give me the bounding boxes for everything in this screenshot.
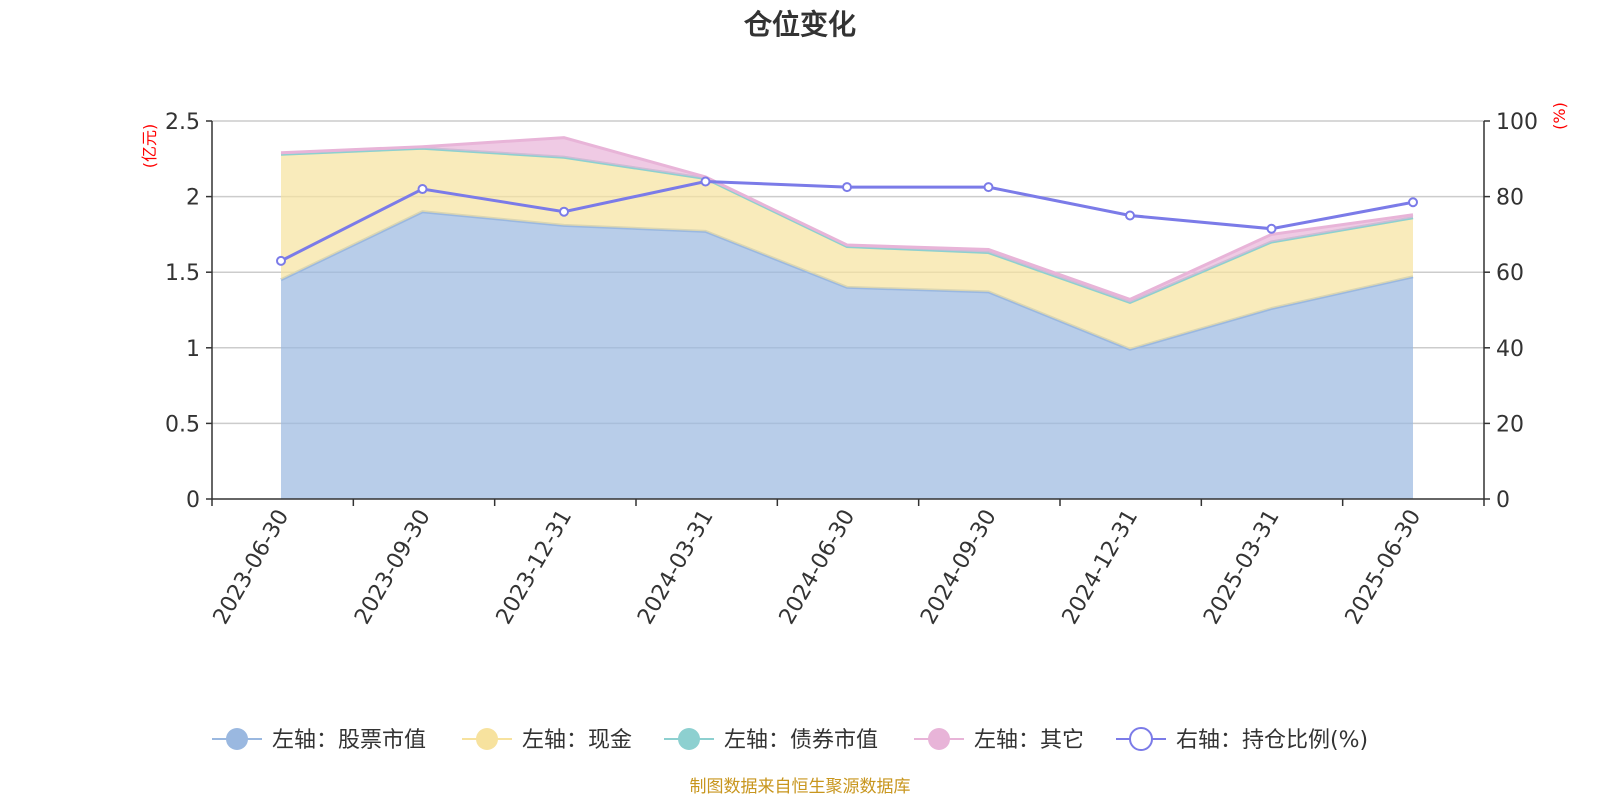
x-tick-label-0: 2023-06-30 xyxy=(209,506,295,629)
legend-label-3: 左轴：其它 xyxy=(974,728,1084,753)
ratio-point-0 xyxy=(276,255,286,266)
ratio-point-6 xyxy=(1125,210,1135,221)
legend-item-4: 右轴：持仓比例(%) xyxy=(1116,727,1368,753)
legend-marker-2 xyxy=(678,728,700,750)
legend-label-0: 左轴：股票市值 xyxy=(272,728,426,753)
ratio-point-2 xyxy=(559,206,569,217)
area-series-1 xyxy=(281,148,1413,350)
ratio-line xyxy=(276,176,1418,266)
legend: 左轴：股票市值 左轴：现金 左轴：债券市值 左轴：其它 右轴：持仓比例(%) xyxy=(212,727,1368,753)
ratio-point-5 xyxy=(983,182,994,193)
right-tick-label-1: 20 xyxy=(1496,412,1524,437)
ratio-point-7 xyxy=(1266,223,1277,234)
area-edge-series-3 xyxy=(280,136,1414,302)
left-axis-unit: (亿元) xyxy=(140,124,159,169)
x-tick-label-1: 2023-09-30 xyxy=(350,506,436,629)
legend-label-2: 左轴：债券市值 xyxy=(724,728,878,753)
x-tick-label-4: 2024-06-30 xyxy=(775,506,861,629)
x-tick-label-7: 2025-03-31 xyxy=(1199,506,1285,629)
ratio-point-8 xyxy=(1408,197,1418,208)
legend-item-1: 左轴：现金 xyxy=(462,728,632,753)
legend-item-2: 左轴：债券市值 xyxy=(664,728,878,753)
right-tick-label-0: 0 xyxy=(1496,488,1510,513)
legend-label-1: 左轴：现金 xyxy=(522,728,632,753)
legend-item-3: 左轴：其它 xyxy=(914,728,1084,753)
legend-marker-1 xyxy=(476,728,498,750)
legend-marker-4 xyxy=(1129,727,1153,751)
source-note: 制图数据来自恒生聚源数据库 xyxy=(690,777,911,797)
right-axis-unit: (%) xyxy=(1550,102,1569,130)
x-tick-label-8: 2025-06-30 xyxy=(1341,506,1427,629)
stacked-areas xyxy=(280,136,1414,499)
legend-marker-3 xyxy=(928,728,950,750)
x-tick-label-5: 2024-09-30 xyxy=(916,506,1002,629)
left-tick-label-5: 2.5 xyxy=(165,110,200,135)
x-tick-label-3: 2024-03-31 xyxy=(633,506,719,629)
right-tick-label-4: 80 xyxy=(1496,186,1524,211)
left-tick-label-3: 1.5 xyxy=(165,261,200,286)
ratio-point-1 xyxy=(417,184,428,195)
left-tick-label-4: 2 xyxy=(186,186,200,211)
left-tick-label-0: 0 xyxy=(186,488,200,513)
ratio-point-4 xyxy=(842,182,852,193)
area-series-0 xyxy=(281,211,1413,499)
chart-title: 仓位变化 xyxy=(744,8,856,41)
legend-marker-0 xyxy=(226,728,248,750)
legend-label-4: 右轴：持仓比例(%) xyxy=(1176,728,1368,753)
x-tick-label-2: 2023-12-31 xyxy=(492,506,578,629)
left-tick-label-2: 1 xyxy=(186,337,200,362)
ratio-point-3 xyxy=(700,176,711,187)
x-tick-label-6: 2024-12-31 xyxy=(1058,506,1144,629)
right-tick-label-3: 60 xyxy=(1496,261,1524,286)
right-tick-label-5: 100 xyxy=(1496,110,1538,135)
legend-item-0: 左轴：股票市值 xyxy=(212,728,426,753)
left-tick-label-1: 0.5 xyxy=(165,412,200,437)
right-tick-label-2: 40 xyxy=(1496,337,1524,362)
